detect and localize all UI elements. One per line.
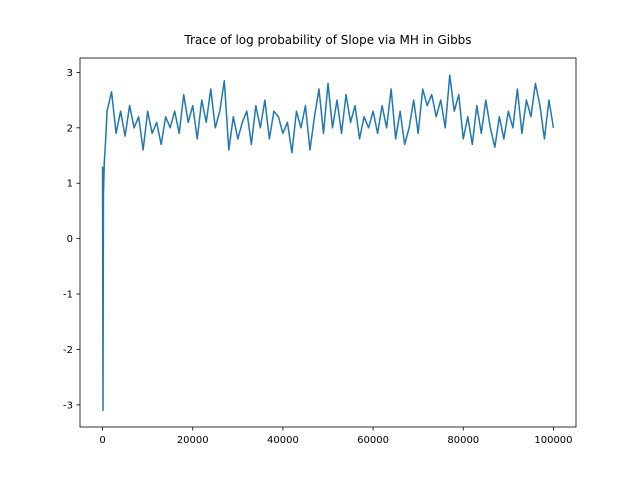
y-tick-label: 0	[67, 234, 73, 245]
y-tick-label: -3	[63, 400, 73, 411]
x-tick-label: 80000	[447, 435, 479, 446]
y-tick-label: -2	[63, 345, 73, 356]
plot-frame	[79, 57, 577, 428]
y-tick-label: 1	[67, 179, 73, 190]
y-tick-label: 2	[67, 123, 73, 134]
x-tick-label: 100000	[534, 435, 572, 446]
chart-title: Trace of log probability of Slope via MH…	[183, 33, 471, 47]
x-tick-label: 40000	[267, 435, 299, 446]
y-tick-label: 3	[67, 68, 73, 79]
x-tick-label: 60000	[357, 435, 389, 446]
x-tick-label: 0	[99, 435, 105, 446]
y-tick-label: -1	[63, 290, 73, 301]
trace-line	[101, 74, 555, 412]
x-tick-label: 20000	[177, 435, 209, 446]
